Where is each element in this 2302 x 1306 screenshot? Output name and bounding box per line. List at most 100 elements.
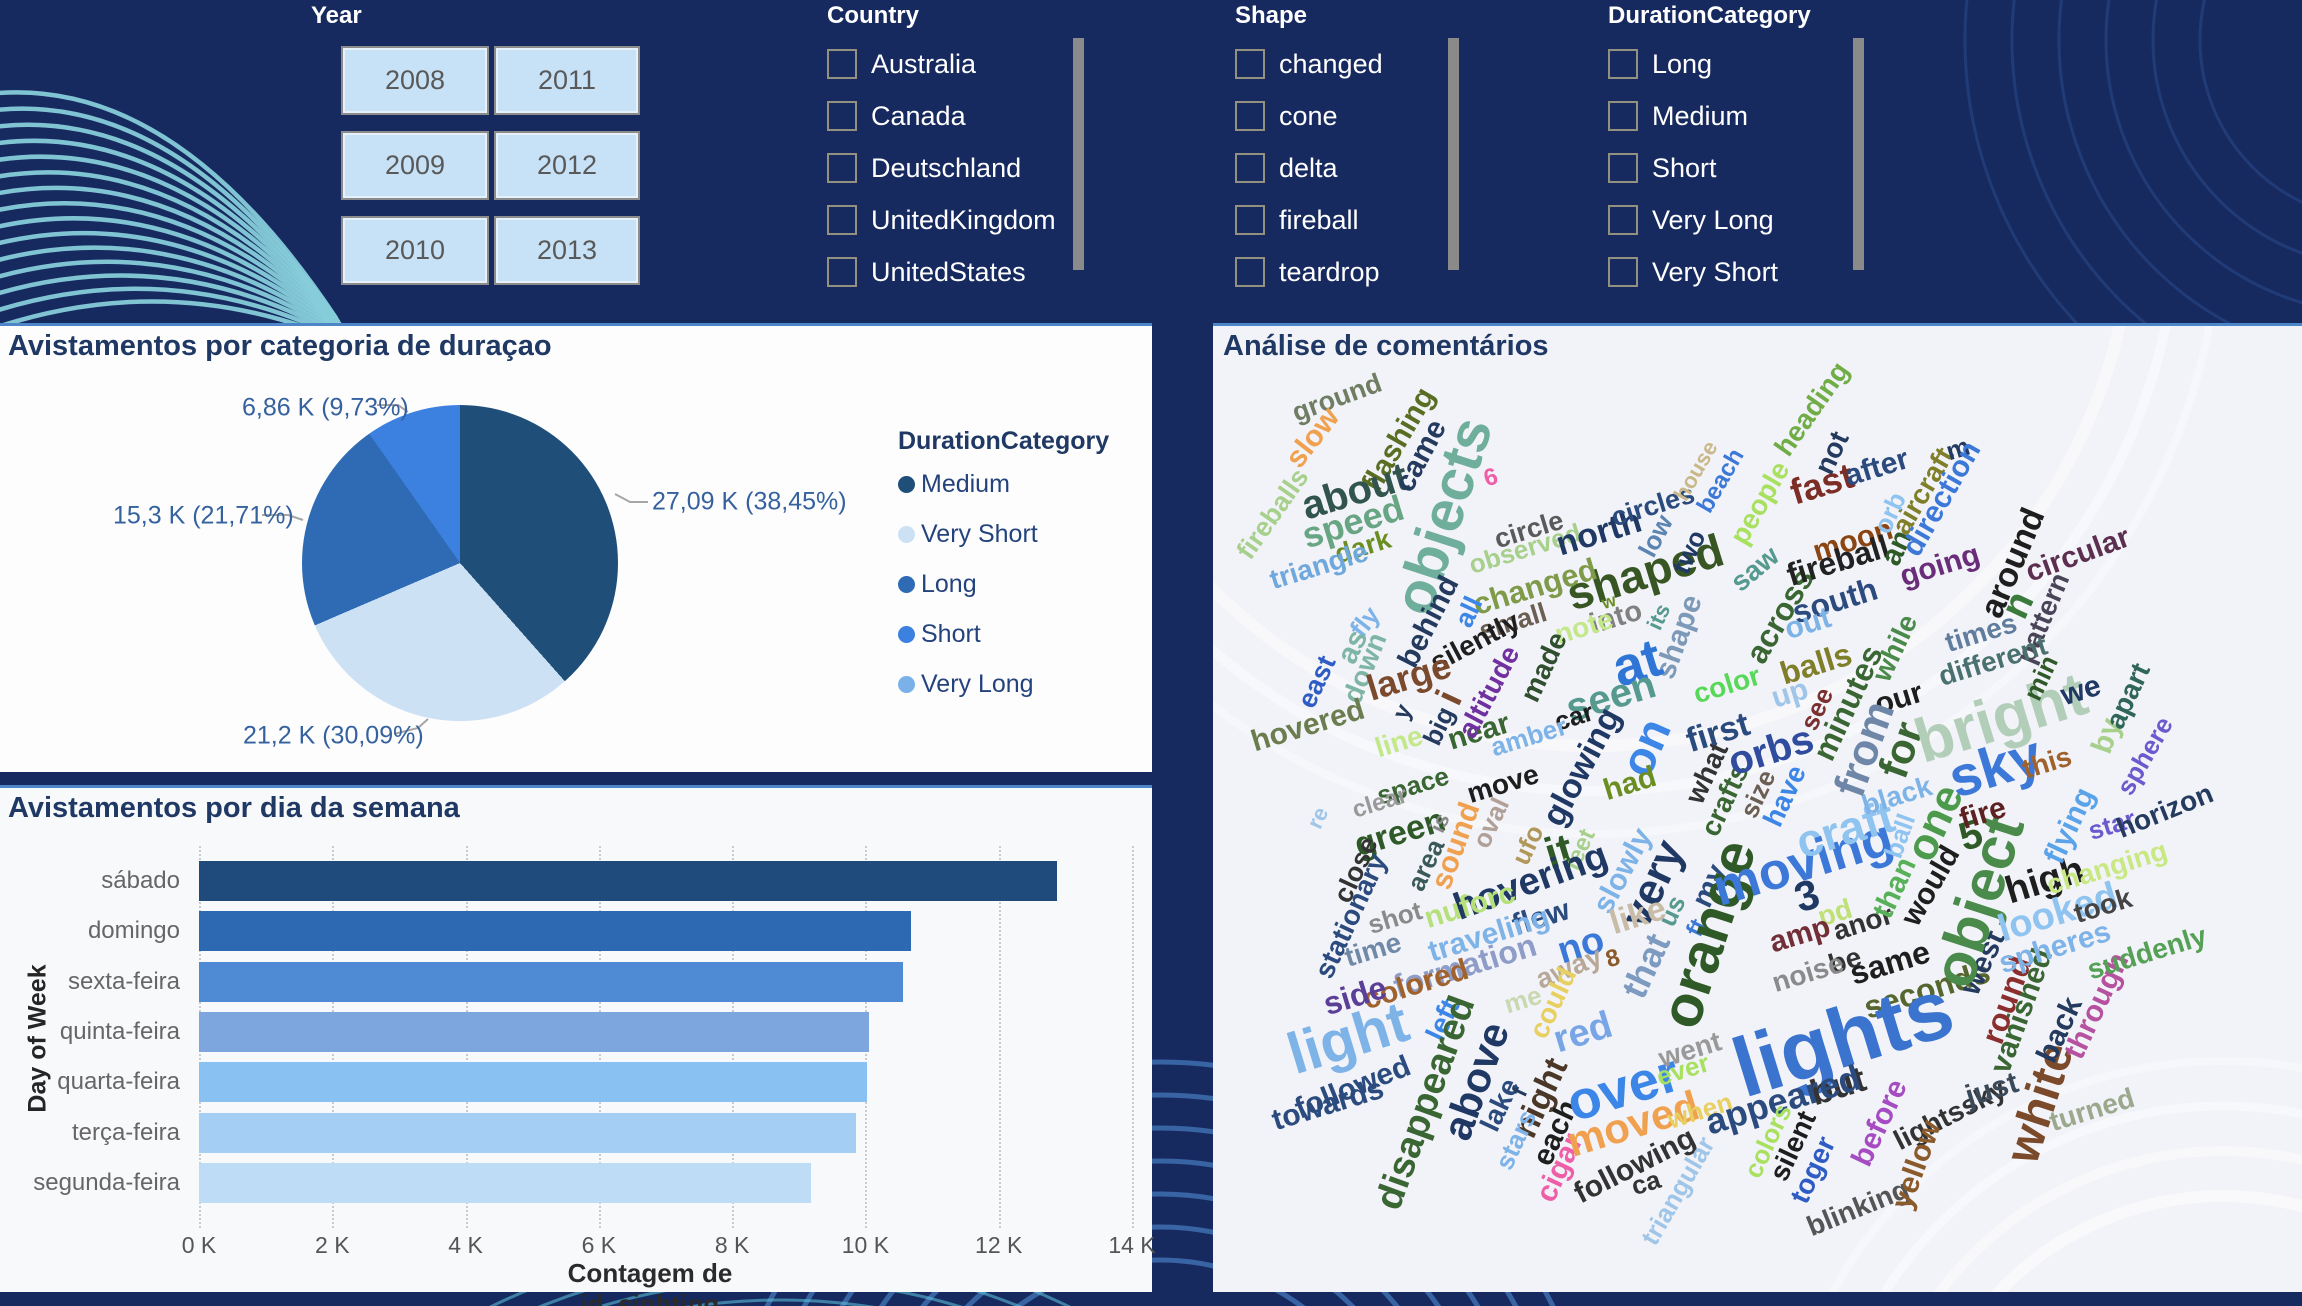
year-button-2010[interactable]: 2010 [341, 216, 489, 285]
checkbox-icon [827, 49, 857, 79]
legend-dot [898, 676, 915, 693]
checkbox-item-very-short[interactable]: Very Short [1608, 256, 1779, 287]
legend-label: Very Long [921, 670, 1034, 698]
checkbox-label: Australia [871, 48, 977, 79]
wordcloud-word[interactable]: after [1840, 442, 1913, 493]
checkbox-label: UnitedStates [871, 256, 1026, 287]
checkbox-icon [1608, 101, 1638, 131]
bar-terça-feira[interactable] [199, 1112, 857, 1153]
pie-chart-title: Avistamentos por categoria de duraçao [8, 330, 552, 362]
legend-dot [898, 526, 915, 543]
checkbox-icon [827, 153, 857, 183]
wordcloud-word[interactable]: color [1689, 659, 1765, 710]
year-button-2008[interactable]: 2008 [341, 46, 489, 115]
gridline [998, 846, 1001, 1228]
checkbox-label: Deutschland [871, 152, 1022, 183]
checkbox-item-unitedkingdom[interactable]: UnitedKingdom [827, 204, 1056, 235]
legend-dot [898, 476, 915, 493]
x-tick-label: 8 K [714, 1232, 750, 1258]
category-label: quinta-feira [59, 1017, 180, 1045]
checkbox-item-short[interactable]: Short [1608, 153, 1778, 183]
checkbox-icon [827, 257, 857, 287]
wordcloud-word[interactable]: re [1301, 803, 1334, 833]
legend-label: Long [921, 570, 977, 598]
legend-item-medium[interactable]: Medium [898, 470, 1109, 499]
bar-segunda-feira[interactable] [199, 1162, 811, 1203]
year-button-2013[interactable]: 2013 [494, 216, 640, 285]
wordcloud-panel: Análise de comentários ground slow firebal… [1213, 323, 2302, 1292]
checkbox-item-cone[interactable]: cone [1235, 101, 1383, 131]
legend-item-very-short[interactable]: Very Short [898, 520, 1109, 549]
year-slicer-title: Year [311, 2, 362, 29]
legend-label: Very Short [921, 520, 1038, 548]
checkbox-item-australia[interactable]: Australia [827, 48, 1056, 79]
checkbox-label: Very Short [1652, 256, 1779, 287]
checkbox-item-delta[interactable]: delta [1235, 152, 1383, 183]
checkbox-icon [1608, 49, 1638, 79]
checkbox-label: UnitedKingdom [871, 204, 1056, 235]
duration-scrollbar[interactable] [1853, 38, 1864, 270]
x-tick-label: 0 K [181, 1232, 217, 1258]
country-scrollbar[interactable] [1073, 38, 1084, 270]
bar-quarta-feira[interactable] [199, 1062, 867, 1103]
checkbox-icon [1235, 49, 1265, 79]
checkbox-item-very-long[interactable]: Very Long [1608, 205, 1778, 235]
legend-item-short[interactable]: Short [898, 620, 1109, 649]
category-label: segunda-feira [33, 1168, 180, 1196]
checkbox-label: changed [1279, 48, 1383, 79]
x-tick-label: 12 K [975, 1232, 1023, 1258]
checkbox-item-fireball[interactable]: fireball [1235, 205, 1383, 235]
bar-domingo[interactable] [199, 911, 912, 952]
legend-label: Short [921, 620, 981, 648]
pie-legend: DurationCategory Medium Very Short Long Sho… [898, 427, 1109, 720]
checkbox-item-canada[interactable]: Canada [827, 101, 1056, 131]
category-label: sábado [101, 867, 180, 894]
checkbox-item-unitedstates[interactable]: UnitedStates [827, 256, 1056, 287]
checkbox-label: Medium [1652, 100, 1749, 131]
bar-sexta-feira[interactable] [199, 961, 903, 1002]
pie-label-long: 15,3 K (21,71%) [113, 501, 294, 530]
gridline [1132, 846, 1134, 1228]
checkbox-icon [1235, 205, 1265, 235]
checkbox-item-deutschland[interactable]: Deutschland [827, 152, 1056, 183]
shape-slicer: changed cone delta fireball teardrop [1235, 48, 1383, 310]
checkbox-icon [827, 205, 857, 235]
bar-quinta-feira[interactable] [199, 1011, 869, 1052]
checkbox-icon [1235, 101, 1265, 131]
wordcloud-word[interactable]: line [1371, 719, 1427, 764]
legend-item-long[interactable]: Long [898, 570, 1109, 599]
x-tick-label: 2 K [315, 1232, 350, 1258]
bar-x-axis-title: Contagem de id_sighting [567, 1258, 733, 1306]
category-label: domingo [87, 917, 180, 945]
legend-label: Medium [921, 470, 1010, 498]
checkbox-icon [827, 101, 857, 131]
wordcloud-word[interactable]: had [1599, 759, 1661, 808]
country-slicer-title: Country [827, 2, 919, 29]
bar-sábado[interactable] [199, 861, 1058, 901]
country-slicer: Australia Canada Deutschland UnitedKingdom U… [827, 48, 1056, 310]
checkbox-item-medium[interactable]: Medium [1608, 100, 1778, 131]
checkbox-item-long[interactable]: Long [1608, 49, 1778, 79]
checkbox-icon [1608, 205, 1638, 235]
wordcloud-word[interactable]: fireballs [1230, 462, 1315, 565]
pie-legend-title: DurationCategory [898, 427, 1110, 455]
pie-label-very-short: 21,2 K (30,09%) [243, 721, 424, 750]
checkbox-item-changed[interactable]: changed [1235, 48, 1383, 79]
pie-label-short: 6,86 K (9,73%) [242, 393, 409, 422]
shape-scrollbar[interactable] [1448, 38, 1459, 270]
checkbox-icon [1235, 257, 1265, 287]
checkbox-item-teardrop[interactable]: teardrop [1235, 256, 1383, 287]
x-tick-label: 4 K [448, 1232, 483, 1258]
pie-chart[interactable] [302, 405, 618, 721]
year-button-2011[interactable]: 2011 [494, 46, 640, 115]
year-button-2012[interactable]: 2012 [494, 131, 640, 200]
wordcloud-title: Análise de comentários [1223, 330, 1549, 362]
shape-slicer-title: Shape [1235, 2, 1308, 29]
x-tick-label: 10 K [841, 1232, 890, 1258]
legend-item-very-long[interactable]: Very Long [898, 670, 1109, 699]
checkbox-icon [1235, 153, 1265, 183]
year-button-2009[interactable]: 2009 [341, 131, 489, 200]
checkbox-label: teardrop [1279, 256, 1380, 287]
checkbox-label: delta [1279, 152, 1338, 183]
